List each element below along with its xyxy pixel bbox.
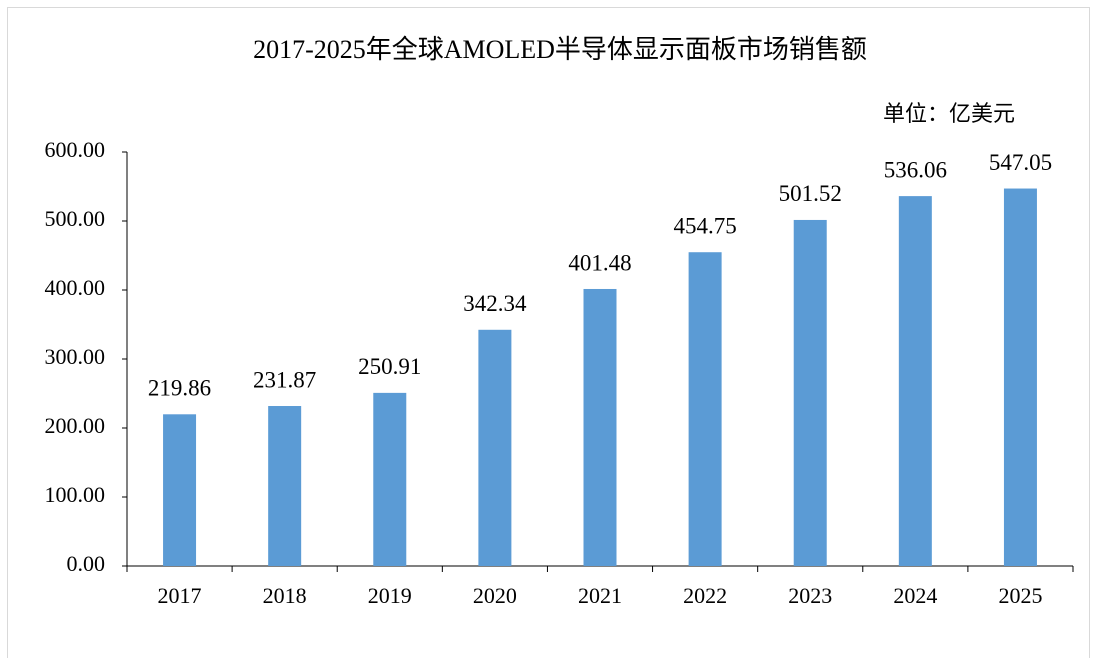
value-label: 342.34 — [463, 291, 527, 316]
bar — [583, 288, 617, 566]
x-tick-label: 2022 — [683, 583, 727, 608]
x-tick-label: 2019 — [368, 583, 412, 608]
x-tick-label: 2020 — [473, 583, 517, 608]
value-label: 536.06 — [884, 157, 947, 182]
bar — [478, 329, 512, 566]
bar — [898, 196, 932, 567]
y-tick-label: 0.00 — [67, 551, 106, 576]
bar — [1003, 188, 1037, 566]
x-tick-label: 2025 — [998, 583, 1042, 608]
bar — [793, 219, 827, 566]
y-tick-label: 100.00 — [45, 482, 106, 507]
chart-title: 2017-2025年全球AMOLED半导体显示面板市场销售额 — [253, 35, 867, 64]
bar — [268, 406, 302, 566]
x-tick-label: 2017 — [158, 583, 202, 608]
value-label: 401.48 — [568, 250, 631, 275]
y-tick-label: 400.00 — [45, 275, 106, 300]
x-tick-label: 2024 — [893, 583, 937, 608]
value-label: 231.87 — [253, 367, 316, 392]
value-label: 501.52 — [779, 181, 842, 206]
x-tick-label: 2023 — [788, 583, 832, 608]
value-label: 547.05 — [989, 150, 1052, 175]
y-tick-label: 500.00 — [45, 206, 106, 231]
y-tick-label: 600.00 — [45, 137, 106, 162]
chart-frame — [7, 7, 1090, 658]
bar — [373, 392, 407, 566]
x-tick-label: 2018 — [263, 583, 307, 608]
bar — [163, 414, 197, 566]
unit-annotation: 单位：亿美元 — [883, 101, 1015, 126]
x-tick-label: 2021 — [578, 583, 622, 608]
bar — [688, 252, 722, 566]
y-tick-label: 200.00 — [45, 413, 106, 438]
value-label: 250.91 — [358, 354, 421, 379]
value-label: 219.86 — [148, 376, 211, 401]
y-tick-label: 300.00 — [45, 344, 106, 369]
value-label: 454.75 — [673, 214, 736, 239]
